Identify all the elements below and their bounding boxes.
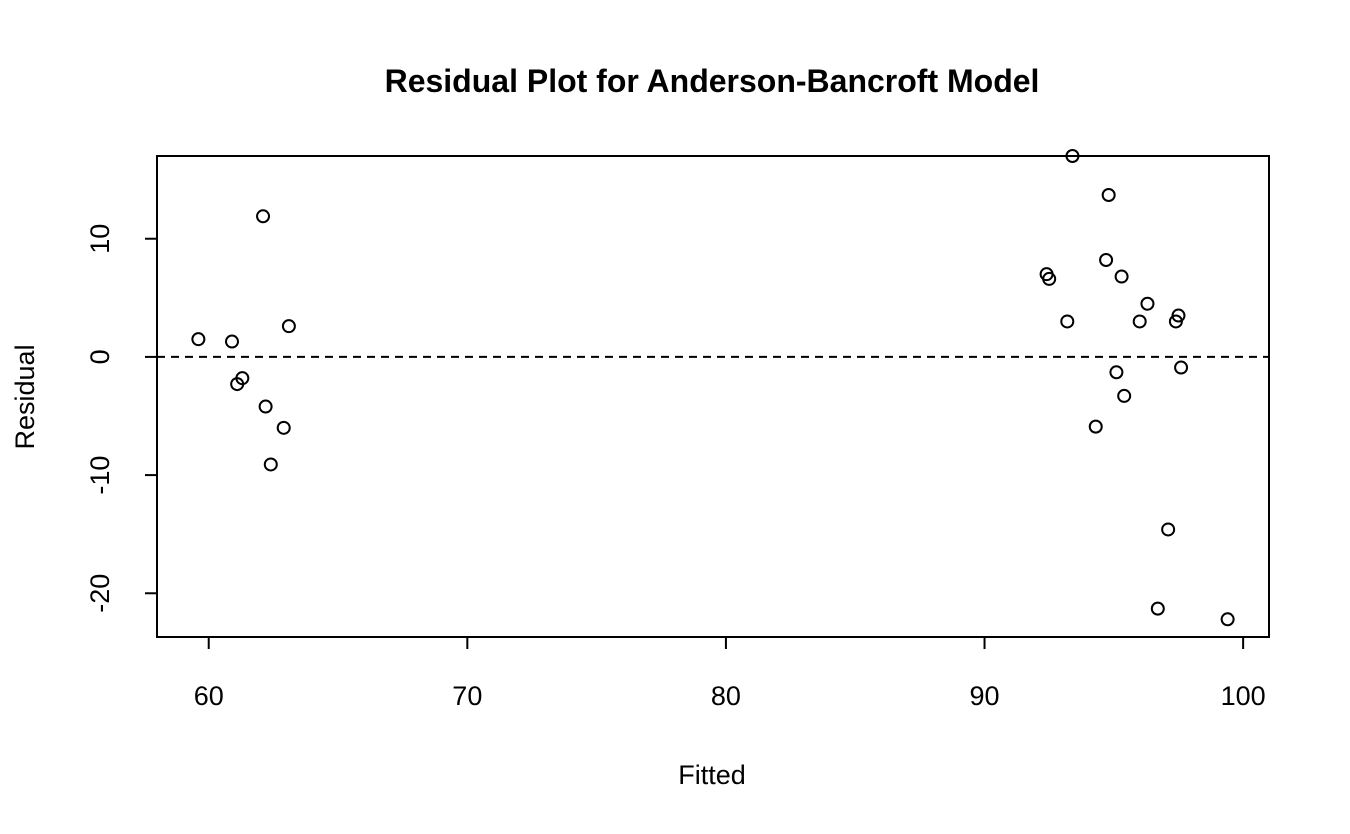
data-point	[258, 399, 273, 414]
x-tick-label: 60	[194, 681, 224, 711]
data-point	[235, 371, 250, 386]
data-point	[1220, 612, 1235, 627]
x-axis-label: Fitted	[678, 760, 746, 790]
x-tick-label: 80	[711, 681, 741, 711]
data-point	[1150, 601, 1165, 616]
data-point	[191, 332, 206, 347]
data-point	[1117, 388, 1132, 403]
data-point	[1114, 269, 1129, 284]
data-point	[263, 457, 278, 472]
y-tick-label: 0	[85, 349, 115, 364]
x-tick-label: 90	[970, 681, 1000, 711]
data-point	[1065, 149, 1080, 163]
data-points	[191, 149, 1235, 627]
data-point	[1109, 365, 1124, 380]
data-point	[1088, 419, 1103, 434]
y-axis: -20 -10 0 10	[85, 224, 158, 613]
data-point	[1171, 308, 1186, 323]
data-point	[256, 209, 271, 224]
x-tick-label: 100	[1221, 681, 1266, 711]
x-tick-label: 70	[452, 681, 482, 711]
data-point	[1132, 314, 1147, 329]
y-axis-label: Residual	[10, 344, 40, 449]
plot-frame	[156, 155, 1270, 638]
data-point	[281, 319, 296, 334]
y-tick-label: -10	[85, 456, 115, 495]
chart-title: Residual Plot for Anderson-Bancroft Mode…	[385, 63, 1040, 99]
data-point	[1174, 360, 1189, 375]
x-axis: 60 70 80 90 100	[194, 636, 1266, 711]
y-tick-label: -20	[85, 574, 115, 613]
data-point	[1101, 188, 1116, 202]
data-point	[1060, 314, 1075, 329]
data-point	[276, 420, 291, 435]
data-point	[1161, 522, 1176, 537]
data-point	[224, 334, 239, 349]
data-point	[1099, 253, 1114, 267]
data-point	[1140, 296, 1155, 311]
y-tick-label: 10	[85, 224, 115, 254]
data-point	[1042, 271, 1057, 286]
